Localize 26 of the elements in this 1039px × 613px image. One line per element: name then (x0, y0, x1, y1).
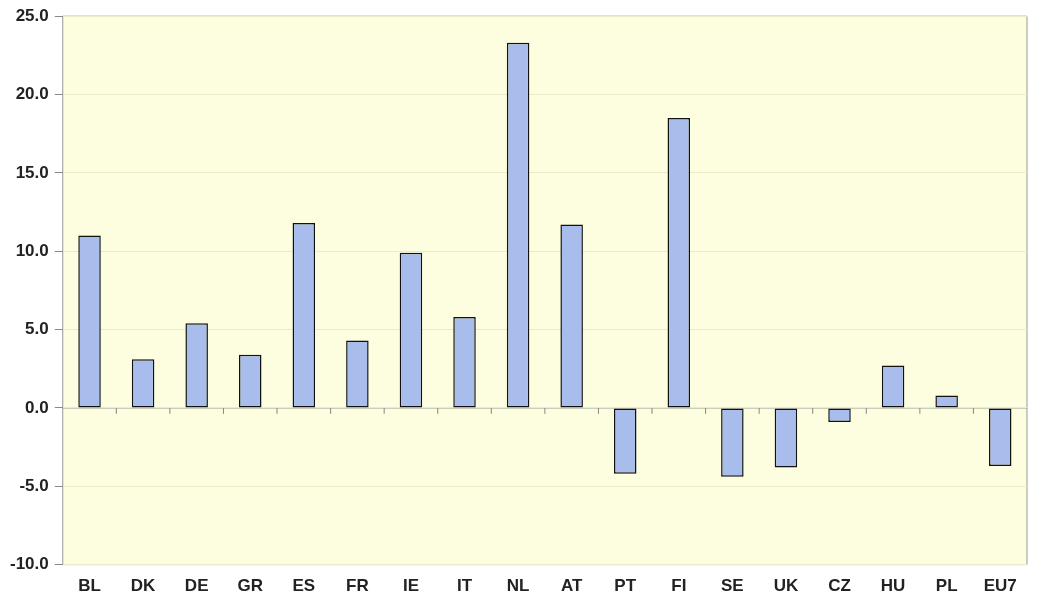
y-tick-label: 15.0 (15, 162, 49, 182)
x-tick-label: FI (671, 576, 687, 596)
x-tick-label: IE (402, 576, 419, 596)
y-tick-label: -5.0 (19, 475, 49, 495)
x-tick-label: FR (346, 576, 369, 596)
x-tick-label: BL (78, 576, 101, 596)
x-tick-label: ES (292, 576, 316, 596)
y-tick-label: 0.0 (25, 397, 49, 417)
y-tick-label: 10.0 (15, 240, 49, 260)
x-tick-label: DK (130, 576, 157, 596)
x-tick-label: PT (614, 576, 637, 596)
x-tick-label: DE (184, 576, 209, 596)
y-tick-label: 20.0 (15, 84, 49, 104)
x-tick-label: CZ (828, 576, 851, 596)
y-tick-label: -10.0 (10, 554, 49, 574)
x-tick-label: SE (721, 576, 744, 596)
x-tick-label: GR (237, 576, 263, 596)
x-tick-label: HU (880, 576, 906, 596)
x-tick-label: AT (560, 576, 583, 596)
x-tick-label: PL (935, 576, 958, 596)
x-tick-label: NL (506, 576, 530, 596)
y-tick-label: 25.0 (15, 5, 49, 25)
y-tick-label: 5.0 (25, 319, 49, 339)
x-tick-label: EU7 (983, 576, 1017, 596)
x-tick-label: UK (773, 576, 799, 596)
x-tick-label: IT (456, 576, 473, 596)
